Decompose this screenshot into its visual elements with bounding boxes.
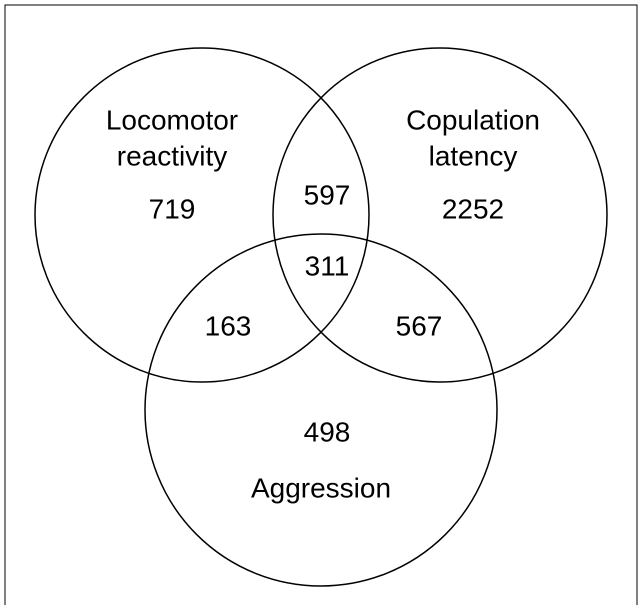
set-label: reactivity (117, 140, 227, 171)
set-label: Copulation (406, 104, 540, 135)
region-count: 163 (205, 310, 252, 341)
set-label: latency (429, 140, 518, 171)
set-label: Aggression (251, 472, 391, 503)
frame (4, 4, 638, 605)
region-count: 311 (305, 250, 350, 281)
set-circle (34, 47, 370, 383)
set-circle (144, 233, 498, 587)
region-count: 567 (396, 310, 443, 341)
region-count: 498 (304, 416, 351, 447)
set-label: Locomotor (106, 104, 238, 135)
set-circle (272, 47, 608, 383)
region-count: 719 (149, 193, 196, 224)
region-count: 2252 (442, 193, 504, 224)
region-count: 597 (304, 179, 351, 210)
